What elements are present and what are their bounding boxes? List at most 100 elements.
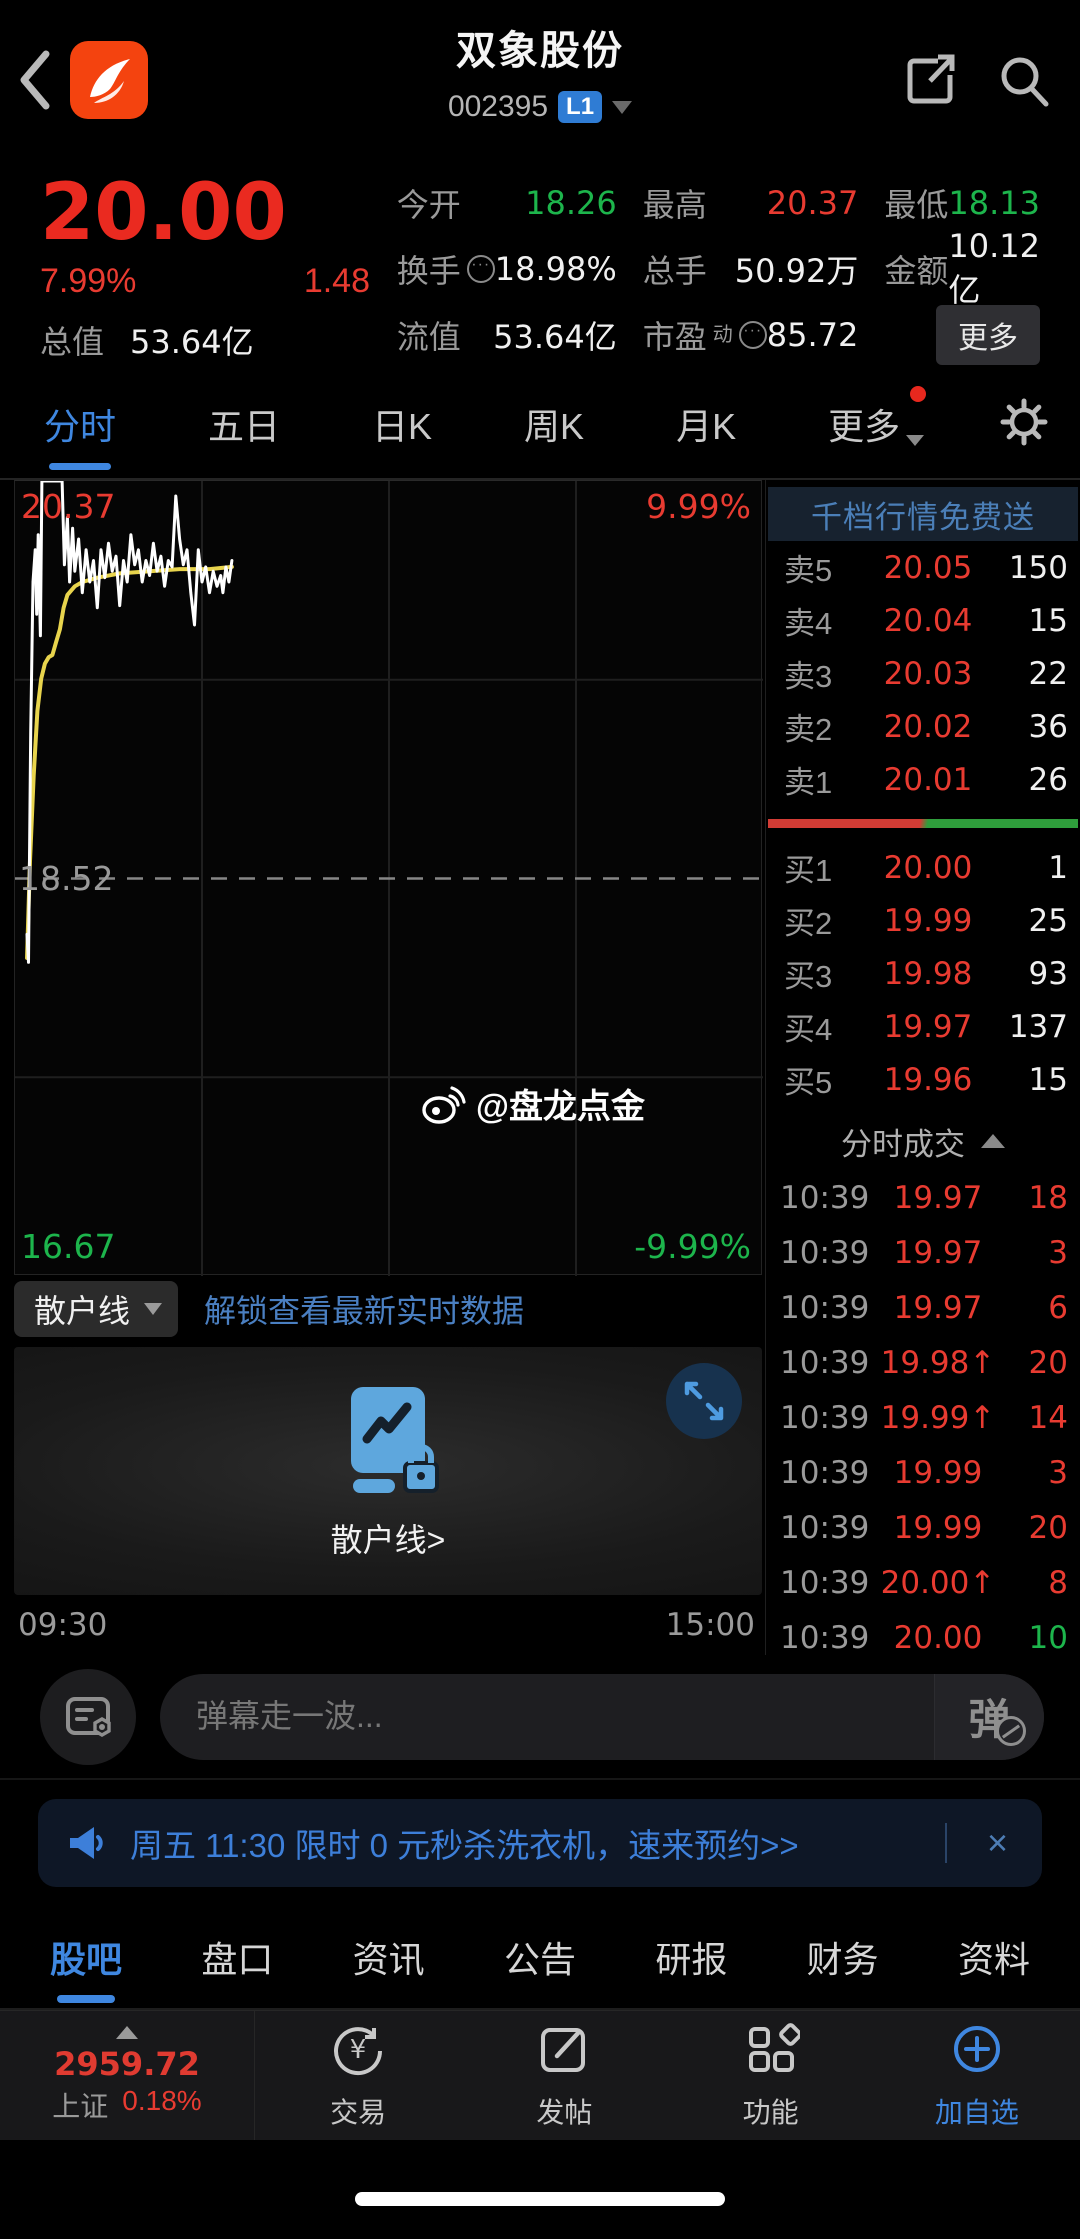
period-tab-日K[interactable]: 日K: [372, 406, 433, 447]
trade-row[interactable]: 10:39 19.98↑ 20: [766, 1335, 1080, 1390]
order-price: 20.03: [883, 655, 973, 692]
back-chevron-icon: [20, 50, 50, 110]
megaphone-icon: [70, 1826, 103, 1859]
quote-stat-value: 18.26: [525, 184, 617, 222]
order-price: 20.04: [883, 602, 973, 639]
content-tab-股吧[interactable]: 股吧: [50, 1917, 122, 1997]
period-tab-分时[interactable]: 分时: [44, 380, 116, 468]
trade-row[interactable]: 10:39 19.99 20: [766, 1500, 1080, 1555]
trade-time: 10:39: [780, 1564, 870, 1601]
retail-line-locked-panel[interactable]: 散户线>: [14, 1347, 762, 1595]
content-tab-研报[interactable]: 研报: [655, 1938, 728, 1980]
quote-stat-label: 市盈动 ···: [643, 312, 767, 358]
svg-text:¥: ¥: [350, 2035, 367, 2065]
quote-stat-value: 18.13: [948, 184, 1040, 222]
unlock-data-link[interactable]: 解锁查看最新实时数据: [204, 1293, 525, 1329]
order-level: 卖1: [784, 765, 833, 800]
order-book-row[interactable]: 买2 19.99 25: [766, 894, 1080, 947]
prev-close-label: 18.52: [19, 859, 114, 898]
quote-stats-grid: 今开 18.26 最高 20.37 最低 18.13 换手 ··· 18.98% 总手 50.92万…: [375, 170, 1080, 370]
order-price: 19.98: [883, 955, 973, 992]
trade-price: 19.97: [893, 1234, 983, 1271]
promo-banner-bar[interactable]: 周五 11:30 限时 0 元秒杀洗衣机，速来预约>> ×: [38, 1798, 1042, 1887]
quote-stat-value: 50.92万: [734, 252, 859, 290]
banner-close-button[interactable]: ×: [986, 1821, 1008, 1863]
back-button[interactable]: [0, 20, 70, 140]
trade-row[interactable]: 10:39 19.99↑ 14: [766, 1390, 1080, 1445]
order-book-row[interactable]: 买4 19.97 137: [766, 1000, 1080, 1053]
trades-header[interactable]: 分时成交: [766, 1112, 1080, 1170]
app-logo-icon[interactable]: [70, 41, 148, 119]
danmu-comment-bar: 弹: [0, 1655, 1080, 1780]
chevron-down-icon: [144, 1303, 163, 1315]
change-absolute: 1.48: [303, 262, 370, 300]
content-tab-财务[interactable]: 财务: [806, 1938, 879, 1980]
post-icon: [535, 2020, 593, 2083]
axis-start-time: 09:30: [18, 1607, 108, 1643]
chart-settings-button[interactable]: [998, 396, 1050, 453]
notes-button[interactable]: [40, 1668, 136, 1765]
trade-volume: 20: [1028, 1344, 1068, 1381]
expand-button[interactable]: [666, 1363, 742, 1439]
quote-stat-cell: 最高 20.37: [643, 170, 859, 236]
order-book-row[interactable]: 买3 19.98 93: [766, 947, 1080, 1000]
order-book-row[interactable]: 卖4 20.04 15: [766, 594, 1080, 647]
locked-panel-label[interactable]: 散户线>: [330, 1522, 446, 1558]
nav-item-交易[interactable]: ¥ 交易: [255, 2011, 461, 2140]
trade-price: 19.99↑: [880, 1399, 996, 1436]
nav-item-功能[interactable]: 功能: [668, 2011, 874, 2140]
trade-price: 19.98↑: [880, 1344, 996, 1381]
trade-volume: 20: [1028, 1509, 1068, 1546]
content-tab-盘口[interactable]: 盘口: [201, 1938, 274, 1980]
trade-row[interactable]: 10:39 20.00 10: [766, 1610, 1080, 1665]
nav-item-label: 加自选: [934, 2097, 1019, 2128]
chevron-down-icon[interactable]: [612, 100, 633, 114]
trade-row[interactable]: 10:39 19.97 3: [766, 1225, 1080, 1280]
trade-row[interactable]: 10:39 19.99 3: [766, 1445, 1080, 1500]
period-tab-更多[interactable]: 更多: [828, 380, 927, 468]
order-book-row[interactable]: 卖5 20.05 150: [766, 541, 1080, 594]
danmu-off-icon: [996, 1715, 1026, 1746]
order-book-row[interactable]: 买5 19.96 15: [766, 1053, 1080, 1106]
trade-rows: 10:39 19.97 18 10:39 19.97 3 10:39 19.97 6 10:39 1…: [766, 1170, 1080, 1665]
trade-row[interactable]: 10:39 19.97 18: [766, 1170, 1080, 1225]
content-tab-资料[interactable]: 资料: [957, 1938, 1030, 1980]
order-level: 卖2: [784, 712, 833, 747]
trade-time: 10:39: [780, 1509, 870, 1546]
order-price: 20.01: [883, 761, 973, 798]
period-tab-月K[interactable]: 月K: [676, 406, 737, 447]
order-volume: 25: [1028, 902, 1068, 939]
minute-chart[interactable]: 20.37 9.99% 18.52 16.67 -9.99% @盘龙点金: [14, 480, 763, 1276]
order-volume: 137: [1008, 1008, 1068, 1045]
trade-row[interactable]: 10:39 19.97 6: [766, 1280, 1080, 1335]
retail-line-dropdown[interactable]: 散户线: [14, 1281, 179, 1337]
collapse-triangle-icon: [981, 1134, 1005, 1148]
search-icon[interactable]: [996, 52, 1052, 108]
order-volume: 22: [1028, 655, 1068, 692]
order-book-row[interactable]: 买1 20.00 1: [766, 841, 1080, 894]
nav-item-发帖[interactable]: 发帖: [461, 2011, 667, 2140]
order-book-row[interactable]: 卖3 20.03 22: [766, 647, 1080, 700]
index-quote-block[interactable]: 2959.72 上证 0.18%: [0, 2011, 255, 2140]
chart-low-pct-label: -9.99%: [634, 1227, 751, 1266]
period-tab-五日[interactable]: 五日: [208, 406, 281, 447]
content-tab-公告[interactable]: 公告: [503, 1938, 576, 1980]
nav-item-加自选[interactable]: 加自选: [874, 2011, 1080, 2140]
quote-stat-cell: 市盈动 ··· 85.72: [643, 302, 859, 368]
order-book-row[interactable]: 卖1 20.01 26: [766, 753, 1080, 806]
trade-row[interactable]: 10:39 20.00↑ 8: [766, 1555, 1080, 1610]
level-badge[interactable]: L1: [558, 91, 603, 123]
more-button[interactable]: 更多: [936, 305, 1040, 365]
home-indicator[interactable]: [355, 2192, 725, 2206]
quote-stat-label: 换手 ···: [397, 246, 495, 292]
danmu-toggle-button[interactable]: 弹: [934, 1673, 1044, 1760]
share-icon[interactable]: [904, 53, 958, 107]
content-tab-资讯[interactable]: 资讯: [352, 1938, 425, 1980]
period-tab-周K[interactable]: 周K: [524, 406, 585, 447]
weibo-icon: [422, 1085, 466, 1124]
danmu-input[interactable]: [196, 1698, 934, 1735]
promo-banner[interactable]: 千档行情免费送: [768, 487, 1078, 541]
order-volume: 26: [1028, 761, 1068, 798]
trade-time: 10:39: [780, 1399, 870, 1436]
order-book-row[interactable]: 卖2 20.02 36: [766, 700, 1080, 753]
